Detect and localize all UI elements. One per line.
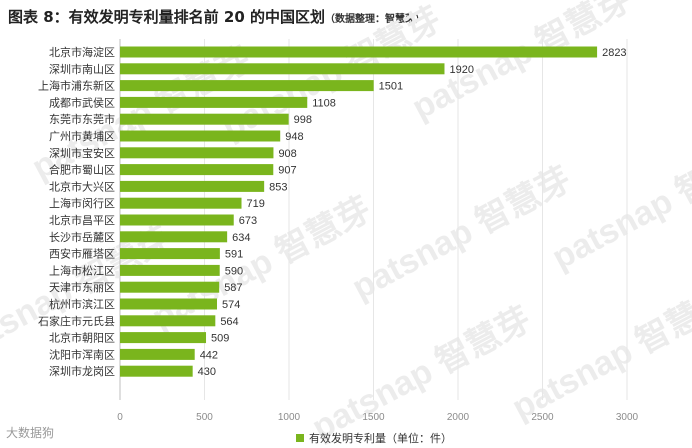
- chart-title: 图表 8：有效发明专利量排名前 20 的中国区划（数据整理：智慧芽）: [8, 6, 425, 27]
- category-label: 北京市朝阳区: [49, 331, 115, 345]
- category-label: 合肥市蜀山区: [49, 163, 115, 177]
- x-tick-label: 0: [117, 412, 123, 423]
- x-tick-label: 2000: [447, 412, 470, 423]
- value-label: 591: [225, 249, 243, 261]
- value-label: 587: [224, 282, 242, 294]
- value-label: 907: [278, 165, 296, 177]
- bar: [120, 365, 193, 377]
- value-label: 998: [294, 114, 312, 126]
- bar: [120, 231, 228, 243]
- category-label: 沈阳市浑南区: [49, 347, 115, 361]
- bar: [120, 197, 242, 209]
- value-label: 574: [222, 299, 240, 311]
- value-label: 590: [225, 265, 243, 277]
- value-label: 948: [285, 131, 303, 143]
- category-label: 上海市浦东新区: [38, 79, 115, 93]
- value-label: 442: [200, 349, 218, 361]
- category-label: 深圳市南山区: [49, 62, 115, 76]
- category-label: 成都市武侯区: [49, 95, 115, 109]
- value-label: 719: [247, 198, 265, 210]
- corner-logo-text: 大数据狗: [6, 426, 55, 440]
- bar: [120, 298, 218, 310]
- category-label: 石家庄市元氏县: [38, 314, 115, 328]
- category-label: 天津市东丽区: [49, 280, 115, 294]
- category-label: 北京市大兴区: [49, 179, 115, 193]
- value-label: 509: [211, 333, 229, 345]
- x-tick-label: 500: [196, 412, 213, 423]
- legend: 有效发明专利量（单位：件）: [296, 430, 452, 446]
- value-label: 673: [239, 215, 257, 227]
- category-label: 上海市闵行区: [49, 196, 115, 210]
- bar: [120, 264, 220, 276]
- value-label: 564: [220, 316, 238, 328]
- legend-swatch: [296, 434, 304, 442]
- bar: [120, 214, 234, 226]
- value-label: 634: [232, 232, 250, 244]
- bar: [120, 164, 274, 176]
- category-label: 深圳市龙岗区: [49, 364, 115, 378]
- chart-title-note: （数据整理：智慧芽）: [324, 14, 425, 25]
- x-tick-label: 1500: [362, 412, 385, 423]
- value-label: 1108: [312, 97, 336, 109]
- category-label: 杭州市滨江区: [49, 297, 115, 311]
- bar: [120, 281, 220, 293]
- x-tick-label: 3000: [616, 412, 639, 423]
- x-axis-ticks: 0 500 1000 1500 2000 2500 3000: [117, 412, 638, 423]
- category-labels: 北京市海淀区深圳市南山区上海市浦东新区成都市武侯区东莞市东莞市广州市黄埔区深圳市…: [38, 45, 115, 378]
- category-label: 上海市松江区: [49, 263, 115, 277]
- bar: [120, 180, 265, 192]
- corner-logo: 大数据狗: [6, 424, 54, 441]
- bar-series: [120, 46, 598, 377]
- category-label: 深圳市宝安区: [49, 146, 115, 160]
- value-label: 853: [269, 181, 287, 193]
- value-label: 430: [198, 366, 216, 378]
- chart-title-main: 图表 8：有效发明专利量排名前 20 的中国区划: [8, 8, 325, 26]
- bar: [120, 315, 216, 327]
- category-label: 东莞市东莞市: [49, 112, 115, 126]
- category-label: 西安市雁塔区: [49, 247, 115, 261]
- value-label: 2823: [602, 47, 626, 59]
- x-tick-label: 1000: [278, 412, 301, 423]
- category-label: 长沙市岳麓区: [49, 230, 115, 244]
- bar: [120, 113, 289, 125]
- x-tick-label: 2500: [531, 412, 554, 423]
- bar: [120, 248, 220, 260]
- value-label: 1920: [449, 64, 473, 76]
- category-label: 北京市海淀区: [49, 45, 115, 59]
- bar: [120, 348, 195, 360]
- value-label: 1501: [379, 81, 403, 93]
- bar: [120, 332, 207, 344]
- category-label: 北京市昌平区: [49, 213, 115, 227]
- category-label: 广州市黄埔区: [49, 129, 115, 143]
- bar: [120, 63, 445, 75]
- bar: [120, 147, 274, 159]
- bar: [120, 130, 281, 142]
- value-label: 908: [278, 148, 296, 160]
- bar: [120, 96, 308, 108]
- legend-label: 有效发明专利量（单位：件）: [309, 432, 452, 445]
- bar: [120, 80, 374, 92]
- bar: [120, 46, 598, 58]
